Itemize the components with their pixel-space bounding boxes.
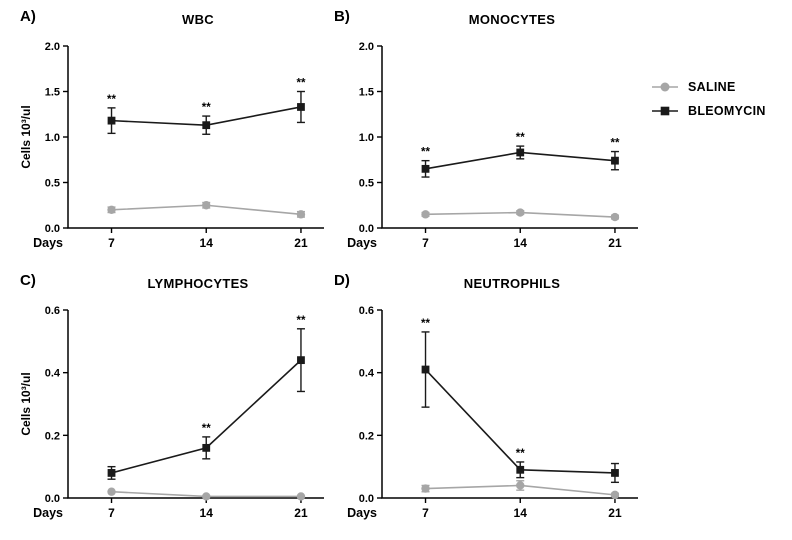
svg-text:**: ** — [202, 423, 211, 435]
panel-a-letter: A) — [20, 8, 36, 25]
svg-text:**: ** — [202, 102, 211, 114]
svg-text:14: 14 — [200, 236, 214, 250]
panel-c-plot: 0.0 0.2 0.4 0.6 7 14 21 Days Cells 10³/ul ** ** — [19, 305, 324, 520]
svg-text:21: 21 — [294, 506, 308, 520]
svg-text:0.5: 0.5 — [359, 178, 374, 190]
legend-item-bleomycin: BLEOMYCIN — [650, 104, 766, 118]
svg-text:7: 7 — [422, 236, 429, 250]
panel-c: C) LYMPHOCYTES 0.0 0.2 0.4 0.6 7 14 21 Days Cell… — [18, 272, 338, 528]
svg-text:Days: Days — [33, 506, 63, 520]
svg-text:**: ** — [107, 94, 116, 106]
svg-text:1.0: 1.0 — [45, 132, 60, 144]
svg-text:**: ** — [296, 78, 305, 90]
svg-text:1.5: 1.5 — [45, 87, 60, 99]
svg-text:0.4: 0.4 — [359, 368, 375, 380]
svg-text:7: 7 — [108, 236, 115, 250]
bleomycin-marker-icon — [652, 106, 678, 116]
svg-text:0.2: 0.2 — [359, 430, 374, 442]
svg-text:Days: Days — [347, 236, 377, 250]
svg-text:0.0: 0.0 — [45, 493, 60, 505]
svg-text:14: 14 — [514, 236, 528, 250]
panel-b-letter: B) — [334, 8, 350, 25]
svg-text:Cells 10³/ul: Cells 10³/ul — [19, 105, 33, 168]
svg-text:21: 21 — [294, 236, 308, 250]
svg-text:0.4: 0.4 — [45, 368, 61, 380]
svg-text:0.0: 0.0 — [359, 223, 374, 235]
saline-marker-icon — [652, 82, 678, 92]
panel-a-title: WBC — [182, 12, 214, 27]
svg-text:14: 14 — [514, 506, 528, 520]
svg-text:**: ** — [421, 147, 430, 159]
svg-text:**: ** — [516, 448, 525, 460]
svg-text:0.6: 0.6 — [45, 305, 60, 317]
svg-text:0.5: 0.5 — [45, 178, 60, 190]
svg-text:21: 21 — [608, 506, 622, 520]
svg-text:14: 14 — [200, 506, 214, 520]
svg-text:**: ** — [421, 318, 430, 330]
legend-item-saline: SALINE — [650, 80, 766, 94]
svg-text:21: 21 — [608, 236, 622, 250]
panel-d-plot: 0.0 0.2 0.4 0.6 7 14 21 Days ** ** — [347, 305, 638, 520]
svg-text:Cells 10³/ul: Cells 10³/ul — [19, 372, 33, 435]
panel-b: B) MONOCYTES 0.0 0.5 1.0 1.5 2.0 7 14 21 Days ** *… — [332, 8, 652, 258]
svg-text:0.0: 0.0 — [359, 493, 374, 505]
svg-text:**: ** — [610, 138, 619, 150]
svg-text:2.0: 2.0 — [45, 41, 60, 53]
panel-a-plot: 0.0 0.5 1.0 1.5 2.0 7 14 21 Days Cells 10³/ul ** **… — [19, 41, 324, 250]
svg-text:2.0: 2.0 — [359, 41, 374, 53]
panel-d-title: NEUTROPHILS — [463, 276, 561, 291]
svg-text:1.5: 1.5 — [359, 87, 374, 99]
panel-a: A) WBC 0.0 0.5 1.0 1.5 2.0 7 14 21 Days Cells 10³… — [18, 8, 338, 258]
legend: SALINE BLEOMYCIN — [650, 80, 766, 128]
panel-d: D) NEUTROPHILS 0.0 0.2 0.4 0.6 7 14 21 Days ** ** — [332, 272, 652, 528]
svg-text:7: 7 — [422, 506, 429, 520]
panel-c-title: LYMPHOCYTES — [147, 276, 249, 291]
svg-text:0.0: 0.0 — [45, 223, 60, 235]
svg-text:Days: Days — [33, 236, 63, 250]
panel-c-letter: C) — [20, 272, 36, 289]
svg-text:1.0: 1.0 — [359, 132, 374, 144]
svg-text:**: ** — [296, 315, 305, 327]
svg-text:0.2: 0.2 — [45, 430, 60, 442]
svg-text:Days: Days — [347, 506, 377, 520]
panel-d-letter: D) — [334, 272, 350, 289]
svg-text:7: 7 — [108, 506, 115, 520]
legend-label-bleomycin: BLEOMYCIN — [688, 104, 766, 118]
panel-b-plot: 0.0 0.5 1.0 1.5 2.0 7 14 21 Days ** ** ** — [347, 41, 638, 250]
panel-b-title: MONOCYTES — [468, 12, 556, 27]
svg-text:0.6: 0.6 — [359, 305, 374, 317]
legend-label-saline: SALINE — [688, 80, 736, 94]
svg-text:**: ** — [516, 132, 525, 144]
